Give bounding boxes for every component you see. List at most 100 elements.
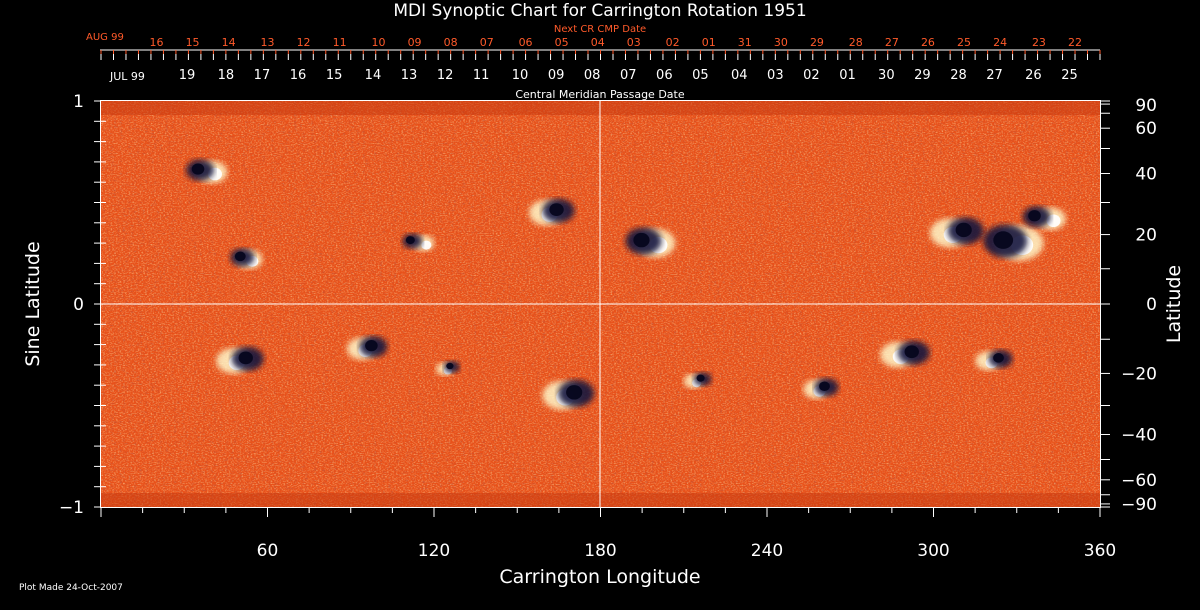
plot-made-note: Plot Made 24-Oct-2007 xyxy=(19,583,123,593)
top-date-label: 03 xyxy=(627,36,641,49)
y-right-tick-label: 60 xyxy=(1135,119,1157,139)
y-right-tick-label: −40 xyxy=(1121,425,1157,445)
bottom-date-label: 27 xyxy=(986,68,1003,83)
bottom-date-label: 10 xyxy=(512,68,529,83)
negative-polarity-core xyxy=(993,353,1004,363)
negative-polarity-core xyxy=(696,374,705,382)
x-tick-label: 180 xyxy=(584,541,616,561)
positive-polarity-core xyxy=(421,240,432,250)
active-region-11 xyxy=(542,379,595,410)
bottom-axis-month: JUL 99 xyxy=(109,70,145,83)
top-date-label: 24 xyxy=(993,36,1007,49)
active-region-7 xyxy=(983,224,1044,261)
bottom-date-label: 01 xyxy=(839,68,856,83)
active-region-3 xyxy=(402,233,435,252)
bottom-date-label: 08 xyxy=(584,68,601,83)
top-axis-label: Next CR CMP Date xyxy=(554,24,646,35)
bottom-date-label: 09 xyxy=(548,68,565,83)
top-date-label: 30 xyxy=(774,36,788,49)
negative-polarity-core xyxy=(993,231,1014,249)
negative-polarity-core xyxy=(633,232,650,248)
top-date-axis: Next CR CMP Date AUG 99 16 15 14 13 12 11 10 09… xyxy=(86,24,1101,101)
y-left-tick-label: −1 xyxy=(59,498,84,518)
active-region-13 xyxy=(880,340,930,368)
top-date-label: 29 xyxy=(810,36,824,49)
bottom-date-label: 16 xyxy=(290,68,307,83)
top-date-label: 27 xyxy=(885,36,899,49)
top-date-label: 02 xyxy=(666,36,680,49)
x-axis-title: Carrington Longitude xyxy=(499,566,700,588)
negative-polarity-core xyxy=(819,381,830,392)
bottom-date-label: 06 xyxy=(656,68,673,83)
active-region-5 xyxy=(625,227,676,258)
top-date-label: 31 xyxy=(738,36,752,49)
x-tick-label: 240 xyxy=(751,541,783,561)
active-region-14 xyxy=(975,349,1013,371)
bottom-date-label: 17 xyxy=(254,68,271,83)
bottom-date-label: 28 xyxy=(950,68,967,83)
bottom-date-label: 12 xyxy=(437,68,454,83)
bottom-date-label: 13 xyxy=(401,68,418,83)
negative-polarity-core xyxy=(405,236,415,245)
top-date-label: 15 xyxy=(186,36,200,49)
top-date-label: 08 xyxy=(444,36,458,49)
chart-title: MDI Synoptic Chart for Carrington Rotati… xyxy=(393,1,806,21)
top-date-label: 01 xyxy=(702,36,716,49)
active-region-12 xyxy=(803,378,839,399)
negative-polarity-core xyxy=(234,251,246,262)
active-region-16 xyxy=(683,372,712,389)
x-tick-label: 120 xyxy=(418,541,450,561)
y-right-tick-label: 20 xyxy=(1135,226,1157,246)
top-date-label: 10 xyxy=(372,36,386,49)
y-left-tick-label: 1 xyxy=(73,92,84,112)
bottom-date-label: 29 xyxy=(914,68,931,83)
top-date-label: 23 xyxy=(1032,36,1046,49)
bottom-date-label: 15 xyxy=(326,68,343,83)
active-region-1 xyxy=(230,248,263,269)
negative-polarity-core xyxy=(191,163,205,175)
top-date-label: 26 xyxy=(921,36,935,49)
top-date-label: 05 xyxy=(555,36,569,49)
active-region-8 xyxy=(1022,206,1066,230)
bottom-date-label: 14 xyxy=(365,68,382,83)
y-right-tick-label: 40 xyxy=(1135,165,1157,185)
bottom-date-label: 30 xyxy=(878,68,895,83)
negative-polarity-core xyxy=(549,203,564,217)
negative-polarity-core xyxy=(955,222,972,238)
x-tick-label: 60 xyxy=(257,541,279,561)
y-right-tick-label: 0 xyxy=(1146,295,1157,315)
active-region-4 xyxy=(528,198,575,226)
negative-polarity-core xyxy=(238,351,253,365)
top-date-label: 13 xyxy=(261,36,275,49)
y-right-tick-label: −60 xyxy=(1121,471,1157,491)
y-axis-title-right: Latitude xyxy=(1163,265,1185,343)
bottom-date-label: 07 xyxy=(620,68,637,83)
negative-polarity-core xyxy=(566,385,583,400)
top-date-label: 25 xyxy=(957,36,971,49)
negative-polarity-core xyxy=(365,340,378,352)
bottom-date-label: 04 xyxy=(731,68,748,83)
negative-polarity-core xyxy=(904,345,919,359)
bottom-date-label: 19 xyxy=(179,68,196,83)
top-date-label: 11 xyxy=(333,36,347,49)
top-date-label: 09 xyxy=(408,36,422,49)
active-region-9 xyxy=(216,346,264,374)
bottom-date-label: 25 xyxy=(1061,68,1078,83)
active-region-2 xyxy=(186,159,228,184)
bottom-date-label: 11 xyxy=(473,68,490,83)
negative-polarity-core xyxy=(446,362,454,370)
negative-polarity-core xyxy=(1028,210,1041,222)
active-region-15 xyxy=(436,360,460,376)
top-axis-month: AUG 99 xyxy=(86,32,124,43)
x-tick-label: 300 xyxy=(917,541,949,561)
top-date-label: 06 xyxy=(519,36,533,49)
top-date-label: 22 xyxy=(1068,36,1082,49)
y-axis-title-left: Sine Latitude xyxy=(22,241,44,366)
top-date-label: 14 xyxy=(222,36,236,49)
y-right-tick-label: −20 xyxy=(1121,364,1157,384)
top-date-label: 04 xyxy=(591,36,605,49)
bottom-date-label: 02 xyxy=(803,68,820,83)
bottom-date-label: 05 xyxy=(692,68,709,83)
top-date-label: 28 xyxy=(849,36,863,49)
